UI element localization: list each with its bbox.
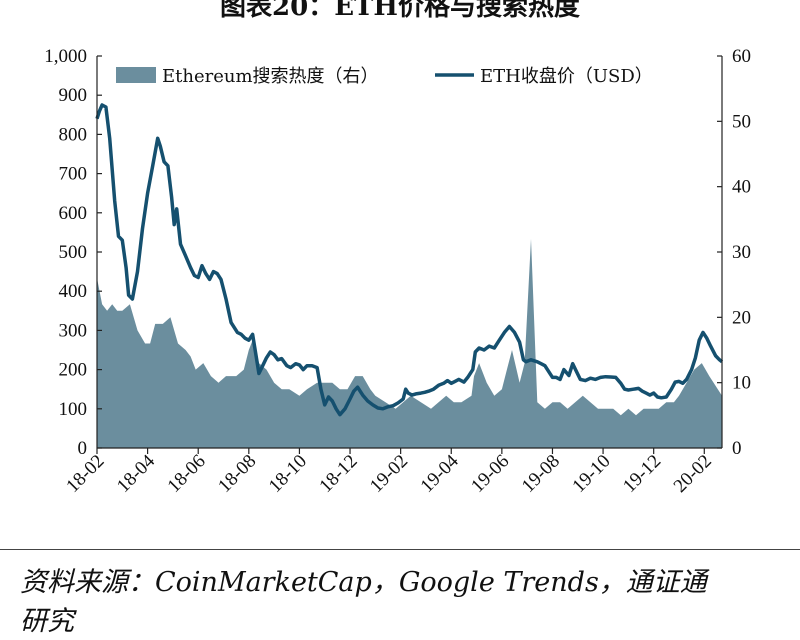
left-y-ticks: 0 100 200 300 400 500 600 700 800 900 1,000	[44, 46, 102, 459]
left-y-tick-label: 100	[59, 399, 88, 420]
x-tick-label: 18-06	[164, 451, 210, 497]
x-tick-label: 19-10	[568, 451, 614, 497]
right-y-tick-label: 30	[732, 242, 751, 263]
source-divider	[0, 549, 800, 550]
legend-area-label: Ethereum搜索热度（右）	[162, 66, 379, 87]
chart-legend: Ethereum搜索热度（右） ETH收盘价（USD）	[116, 66, 653, 87]
x-ticks: 18-02 18-04 18-06 18-08 18-10 18-12 19-02 19-04…	[62, 448, 716, 497]
left-y-tick-label: 700	[59, 164, 88, 185]
right-y-tick-label: 40	[732, 177, 751, 198]
right-y-tick-label: 0	[732, 438, 742, 459]
x-tick-label: 18-04	[113, 450, 160, 497]
eth-close-price-line	[95, 103, 724, 417]
right-y-ticks: 0 10 20 30 40 50 60	[717, 46, 751, 459]
x-tick-label: 20-02	[670, 451, 716, 497]
left-y-tick-label: 200	[59, 360, 88, 381]
right-y-tick-label: 50	[732, 111, 751, 132]
left-y-tick-label: 300	[59, 320, 88, 341]
x-tick-label: 19-08	[518, 451, 564, 497]
legend-area-swatch	[116, 67, 156, 83]
left-y-tick-label: 400	[59, 281, 88, 302]
x-tick-label: 18-12	[315, 451, 361, 497]
source-note-continued: 研究	[20, 606, 74, 637]
x-tick-label: 18-10	[265, 451, 311, 497]
left-y-tick-label: 900	[59, 85, 88, 106]
x-tick-label: 19-06	[467, 451, 513, 497]
x-tick-label: 18-02	[62, 451, 108, 497]
source-note: 资料来源：CoinMarketCap，Google Trends，通证通	[20, 567, 707, 598]
x-tick-label: 18-08	[214, 451, 260, 497]
left-y-tick-label: 800	[59, 124, 88, 145]
left-y-tick-label: 1,000	[44, 46, 87, 67]
right-y-tick-label: 20	[732, 307, 751, 328]
plot-area	[95, 103, 724, 448]
right-y-tick-label: 10	[732, 373, 751, 394]
left-y-tick-label: 600	[59, 203, 88, 224]
legend-line-label: ETH收盘价（USD）	[480, 66, 653, 87]
right-y-tick-label: 60	[732, 46, 751, 67]
search-heat-area	[97, 238, 722, 448]
chart-title: 图表20：ETH价格与搜索热度	[220, 0, 580, 22]
x-tick-label: 19-12	[619, 451, 665, 497]
x-tick-label: 19-02	[366, 451, 412, 497]
dual-axis-area-line-chart: 0 100 200 300 400 500 600 700 800 900 1,000 0 10 20 3…	[44, 46, 751, 497]
x-tick-label: 19-04	[417, 450, 464, 497]
left-y-tick-label: 0	[78, 438, 88, 459]
left-y-tick-label: 500	[59, 242, 88, 263]
